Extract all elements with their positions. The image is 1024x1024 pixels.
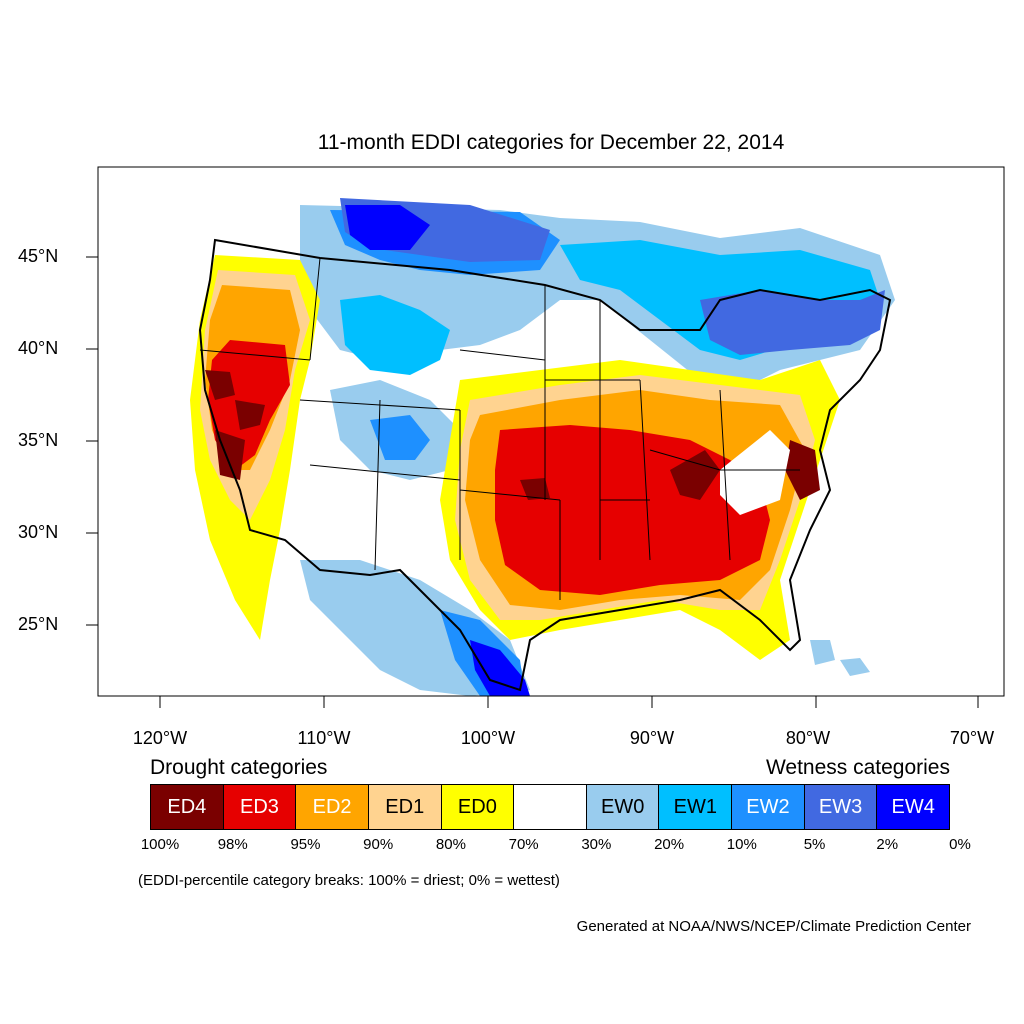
ew1-region-wyoming [340, 295, 450, 375]
lat-label-35: 35°N [18, 430, 59, 450]
percentile-label: 95% [290, 836, 321, 853]
legend-swatch-ed2: ED2 [296, 785, 369, 829]
percentile-label: 90% [363, 836, 394, 853]
map-frame [97, 166, 1005, 697]
state-lines [199, 257, 800, 600]
ed4-region-central [520, 440, 820, 500]
lon-label-70: 70°W [949, 728, 995, 748]
boundary-lines [198, 238, 892, 692]
lon-label-90: 90°W [629, 728, 675, 748]
credit-line: Generated at NOAA/NWS/NCEP/Climate Predi… [576, 918, 971, 935]
percentile-label: 80% [435, 836, 466, 853]
percentile-label: 5% [803, 836, 826, 853]
us-outline [198, 238, 892, 692]
legend-swatch-ed3: ED3 [223, 785, 297, 829]
percentile-label: 100% [140, 836, 180, 853]
percentile-label: 0% [949, 836, 971, 853]
percentile-label: 20% [654, 836, 685, 853]
ew3-region-northeast [700, 290, 885, 355]
legend-swatch-ew3: EW3 [804, 785, 878, 829]
percentile-label: 98% [217, 836, 248, 853]
lon-label-110: 110°W [297, 728, 351, 748]
percentile-label: 70% [508, 836, 539, 853]
category-fields [190, 198, 895, 696]
lon-label-80: 80°W [785, 728, 831, 748]
legend-swatch-ed4: ED4 [151, 785, 224, 829]
legend-swatch-ed1: ED1 [368, 785, 442, 829]
legend-swatch-ew4: EW4 [877, 785, 950, 829]
wetness-categories-heading: Wetness categories [765, 756, 950, 779]
white-region-appalachia [720, 430, 790, 515]
ew4-region-texas [470, 640, 530, 696]
axis-ticks [86, 256, 979, 708]
category-breaks-note: (EDDI-percentile category breaks: 100% =… [138, 872, 560, 889]
ew0-region-florida [810, 640, 870, 676]
ew0-region-southwest [300, 380, 530, 696]
percentile-label: 30% [581, 836, 612, 853]
legend-swatch-ed0: ED0 [441, 785, 515, 829]
drought-categories-heading: Drought categories [150, 756, 328, 779]
map-title: 11-month EDDI categories for December 22… [317, 131, 785, 154]
ew4-region-montana [345, 205, 430, 250]
legend-swatch-ew2: EW2 [732, 785, 805, 829]
legend-swatch-ew1: EW1 [659, 785, 733, 829]
lat-label-45: 45°N [18, 246, 59, 266]
lat-label-30: 30°N [18, 522, 59, 542]
category-legend: ED4 ED3 ED2 ED1 ED0 EW0 EW1 EW2 EW3 EW4 [150, 784, 950, 830]
lon-label-120: 120°W [132, 728, 188, 748]
percentile-label: 10% [726, 836, 757, 853]
lat-label-25: 25°N [18, 614, 59, 634]
legend-swatch-ew0: EW0 [586, 785, 660, 829]
legend-swatch-neutral [514, 785, 587, 829]
lon-label-100: 100°W [460, 728, 516, 748]
lat-label-40: 40°N [18, 338, 59, 358]
ed4-region-west [205, 370, 265, 480]
percentile-label: 2% [876, 836, 899, 853]
